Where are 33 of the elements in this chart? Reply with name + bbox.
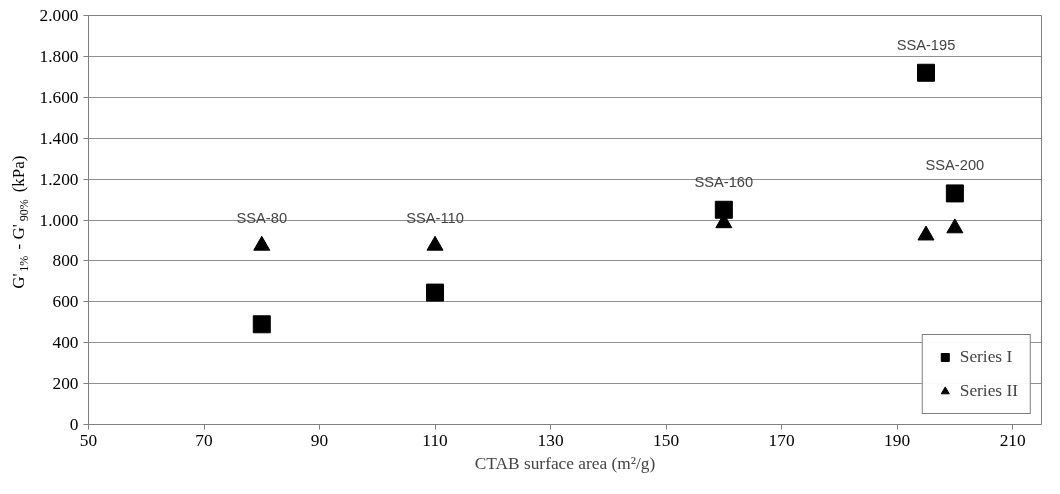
x-tick-label: 70 [195, 430, 213, 450]
y-tick-label: 600 [52, 292, 79, 312]
x-tick-label: 170 [768, 430, 795, 450]
point [714, 200, 733, 219]
y-tick-label: 800 [52, 251, 79, 271]
y-tick-label: 2.000 [39, 6, 79, 25]
point [945, 184, 964, 203]
point [946, 218, 964, 234]
y-tick-label: 1.600 [39, 87, 79, 107]
y-tick-label: 1.400 [39, 128, 79, 148]
legend-label: Series II [959, 381, 1018, 401]
y-tick-label: 1.800 [39, 46, 79, 66]
x-tick-label: 130 [537, 430, 564, 450]
point [253, 235, 271, 251]
y-tick-label: 0 [69, 415, 79, 434]
x-tick-label: 110 [422, 430, 448, 450]
y-axis-title: G'1% - G'90% (kPa) [9, 155, 31, 289]
y-tick-label: 1.200 [39, 169, 79, 189]
annotation: SSA-200 [925, 157, 985, 174]
x-tick-label: 90 [310, 430, 329, 450]
x-tick-label: 210 [999, 430, 1026, 450]
legend-label: Series I [959, 347, 1013, 367]
x-tick-label: 150 [653, 430, 680, 450]
y-tick-label: 200 [52, 374, 79, 394]
point [916, 63, 935, 82]
point [917, 225, 935, 241]
y-tick-label: 400 [52, 333, 79, 353]
x-axis-title: CTAB surface area (m²/g) [474, 453, 656, 473]
x-tick-label: 190 [884, 430, 911, 450]
point [426, 235, 444, 251]
annotation: SSA-195 [896, 36, 956, 53]
x-tick-label: 50 [79, 430, 98, 450]
y-tick-label: 1.000 [39, 210, 79, 230]
